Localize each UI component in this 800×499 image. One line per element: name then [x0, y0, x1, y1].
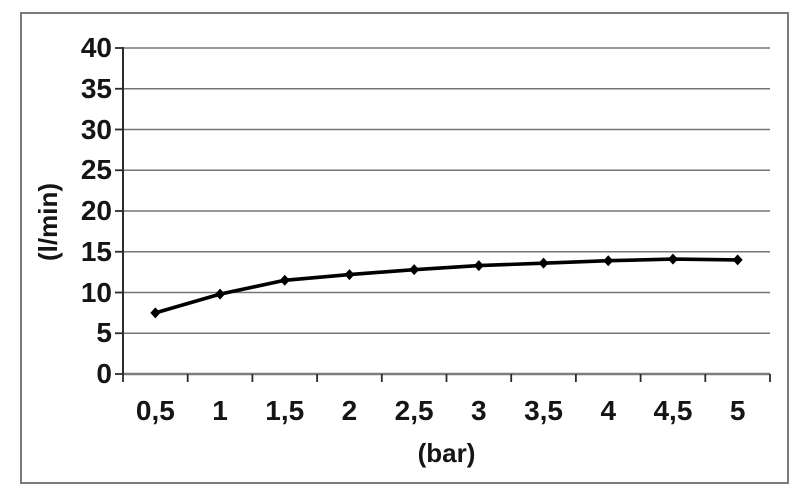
y-tick-label: 20: [80, 195, 112, 226]
x-axis-ticks: [122, 374, 771, 382]
y-axis-title: (l/min): [33, 183, 63, 261]
y-tick-label: 10: [80, 276, 112, 308]
x-tick-label: 4: [600, 395, 617, 426]
data-point-markers: [150, 253, 743, 319]
y-tick-label: 0: [96, 358, 112, 389]
x-tick-label: 4,5: [653, 395, 693, 426]
x-tick-label: 0,5: [135, 395, 175, 426]
y-tick-label: 5: [96, 317, 112, 349]
y-tick-label: 40: [80, 32, 112, 63]
x-tick-label: 1: [212, 395, 228, 426]
y-tick-label: 30: [80, 113, 112, 145]
x-tick-label: 2: [341, 395, 358, 426]
y-axis-ticks: [115, 47, 123, 375]
x-tick-label: 2,5: [394, 395, 434, 426]
y-tick-label: 25: [80, 154, 112, 186]
x-tick-label: 3,5: [524, 395, 564, 426]
x-tick-label: 1,5: [265, 395, 305, 426]
x-tick-label: 3: [471, 395, 487, 426]
plot-area: [115, 47, 771, 382]
series-line: [153, 257, 740, 315]
y-tick-label: 35: [80, 72, 112, 104]
x-axis-title: (bar): [417, 438, 476, 468]
x-tick-label: 5: [729, 395, 746, 426]
chart-frame: 0 5 10 15 20 25 30 35 40 0,5 1 1,5 2 2,5 3 3,5 4 4,5 5 (l…: [20, 12, 789, 484]
y-tick-label: 15: [80, 235, 112, 267]
